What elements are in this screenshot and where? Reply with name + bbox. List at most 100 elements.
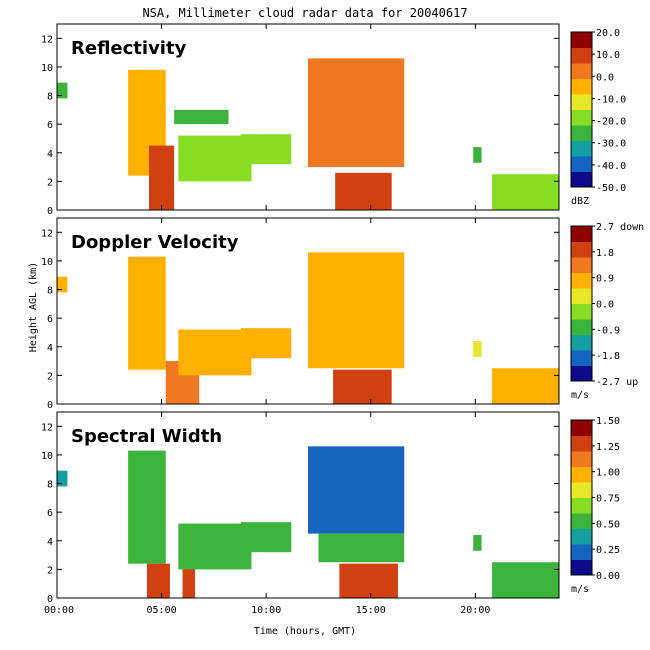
- colorbar-swatch: [571, 451, 592, 467]
- data-cell: [473, 535, 482, 551]
- colorbar-swatch: [571, 497, 592, 514]
- x-axis-label: Time (hours, GMT): [254, 626, 356, 637]
- panel-0: 0 2 4 6 8 10 12 Reflectivity 20.0 10.0 0.0 -10.0 -20…: [41, 23, 626, 217]
- colorbar-swatch: [571, 303, 592, 320]
- colorbar-swatch: [571, 257, 592, 273]
- data-cell: [492, 174, 559, 210]
- plot-frame: [56, 23, 560, 211]
- data-cell: [308, 446, 405, 534]
- data-cell: [128, 256, 166, 370]
- colorbar-tick-label: 0.0: [596, 300, 614, 311]
- colorbar-tick-label: 1.8: [596, 248, 614, 259]
- chart-title: NSA, Millimeter cloud radar data for 200…: [142, 6, 467, 20]
- colorbar-tick-label: 2.7 down: [596, 222, 644, 233]
- colorbar-tick-label: 0.9: [596, 274, 614, 285]
- data-cell: [178, 523, 252, 570]
- panel-2: 0 2 4 6 8 10 12 00:00 05:00 10:00 15:00 20:00 Spectr…: [41, 411, 620, 616]
- colorbar-tick-label: -10.0: [596, 94, 626, 105]
- colorbar-tick-label: -2.7 up: [596, 377, 638, 388]
- colorbar-swatch: [571, 171, 592, 188]
- y-tick-label: 4: [47, 149, 53, 160]
- y-tick-label: 0: [47, 206, 53, 217]
- colorbar-swatch: [571, 272, 592, 289]
- x-tick-label: 05:00: [147, 605, 177, 616]
- colorbar-tick-label: 0.50: [596, 519, 620, 530]
- y-tick-label: 8: [47, 480, 53, 491]
- data-cell: [146, 563, 170, 598]
- colorbar-swatch: [571, 47, 592, 64]
- y-tick-label: 10: [41, 257, 53, 268]
- colorbar-tick-label: 1.00: [596, 468, 620, 479]
- y-tick-label: 4: [47, 537, 53, 548]
- colorbar-tick-label: 20.0: [596, 28, 620, 39]
- data-cell: [241, 328, 292, 359]
- colorbar-swatch: [571, 140, 592, 157]
- y-tick-label: 4: [47, 343, 53, 354]
- y-tick-label: 12: [41, 228, 53, 239]
- colorbar-tick-label: 0.0: [596, 72, 614, 83]
- colorbar-swatch: [571, 420, 592, 436]
- panel-title: Spectral Width: [71, 426, 222, 447]
- colorbar-tick-label: 1.25: [596, 442, 620, 453]
- panel-1: 0 2 4 6 8 10 12 Doppler Velocity 2.7 down 1.8 0.9 0…: [41, 217, 644, 411]
- data-cell: [128, 450, 166, 564]
- colorbar-tick-label: -20.0: [596, 117, 626, 128]
- colorbar-swatch: [571, 544, 592, 560]
- colorbar-swatch: [571, 63, 592, 79]
- y-tick-label: 6: [47, 508, 53, 519]
- colorbar-swatch: [571, 78, 592, 95]
- x-tick-label: 00:00: [44, 605, 74, 616]
- y-tick-label: 10: [41, 63, 53, 74]
- y-tick-label: 0: [47, 594, 53, 605]
- colorbar-tick-label: -40.0: [596, 161, 626, 172]
- data-cell: [339, 563, 398, 598]
- y-tick-label: 8: [47, 92, 53, 103]
- colorbar-units: dBZ: [571, 196, 589, 207]
- data-cell: [174, 109, 229, 125]
- y-tick-label: 8: [47, 286, 53, 297]
- colorbar-tick-label: -30.0: [596, 139, 626, 150]
- colorbar-swatch: [571, 226, 592, 242]
- panel-title: Reflectivity: [71, 38, 187, 59]
- data-cell: [178, 135, 252, 182]
- x-tick-label: 15:00: [356, 605, 386, 616]
- colorbar-units: m/s: [571, 390, 589, 401]
- colorbar-swatch: [571, 319, 592, 335]
- colorbar-swatch: [571, 241, 592, 258]
- data-cell: [149, 145, 175, 210]
- colorbar-swatch: [571, 94, 592, 110]
- colorbar: 20.0 10.0 0.0 -10.0 -20.0 -30.0 -40.0 -50.0 dBZ: [570, 28, 626, 207]
- colorbar-swatch: [571, 435, 592, 452]
- data-cell: [57, 276, 68, 293]
- data-cell: [333, 369, 392, 404]
- data-cell: [492, 368, 559, 404]
- data-cell: [308, 58, 405, 168]
- x-tick-label: 10:00: [251, 605, 281, 616]
- colorbar-units: m/s: [571, 584, 589, 595]
- colorbar-swatch: [571, 559, 592, 576]
- colorbar-tick-label: -0.9: [596, 325, 620, 336]
- y-tick-label: 0: [47, 400, 53, 411]
- data-cell: [473, 341, 482, 357]
- colorbar-tick-label: 0.25: [596, 545, 620, 556]
- colorbar-tick-label: -1.8: [596, 351, 620, 362]
- data-cell: [492, 562, 559, 598]
- colorbar-swatch: [571, 288, 592, 304]
- data-cell: [57, 470, 68, 487]
- panel-title: Doppler Velocity: [71, 232, 239, 253]
- colorbar-swatch: [571, 482, 592, 498]
- colorbar-swatch: [571, 513, 592, 529]
- colorbar: 1.50 1.25 1.00 0.75 0.50 0.25 0.00 m/s: [570, 416, 620, 595]
- colorbar-tick-label: -50.0: [596, 183, 626, 194]
- colorbar-swatch: [571, 125, 592, 141]
- y-tick-label: 12: [41, 422, 53, 433]
- y-tick-label: 2: [47, 371, 53, 382]
- plot-frame: [56, 217, 560, 405]
- y-tick-label: 6: [47, 314, 53, 325]
- colorbar-swatch: [571, 466, 592, 483]
- y-tick-label: 12: [41, 34, 53, 45]
- colorbar-swatch: [571, 334, 592, 351]
- colorbar-swatch: [571, 32, 592, 48]
- y-tick-label: 2: [47, 177, 53, 188]
